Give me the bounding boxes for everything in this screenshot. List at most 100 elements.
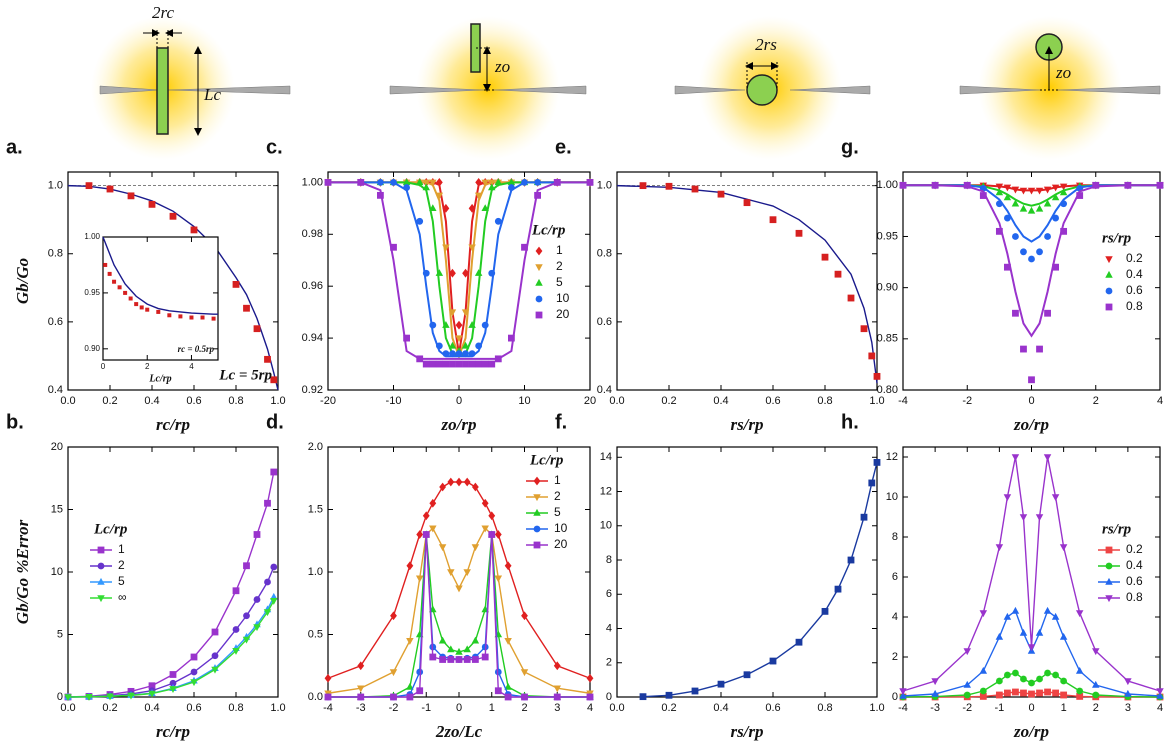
marker	[979, 687, 987, 695]
x-tick-label: 0	[456, 395, 462, 407]
marker	[357, 178, 365, 186]
marker	[139, 305, 144, 310]
marker	[134, 302, 139, 307]
x-tick-label: 0.0	[60, 702, 75, 714]
marker	[455, 585, 463, 593]
marker	[1012, 669, 1019, 677]
x-tick-label: 2	[1093, 395, 1099, 407]
y-tick-label: 0.95	[877, 230, 898, 242]
marker	[429, 653, 437, 661]
marker	[253, 325, 261, 333]
marker	[494, 687, 502, 695]
plot-frame	[67, 446, 279, 698]
marker	[406, 693, 414, 701]
annotation: Lc = 5rp	[218, 367, 272, 383]
series-line	[903, 184, 1160, 338]
marker	[156, 309, 161, 314]
marker	[475, 360, 483, 368]
marker	[448, 341, 457, 349]
legend-marker	[97, 562, 105, 570]
x-tick-label: 0.2	[661, 702, 676, 714]
y-tick-label: 2	[606, 657, 612, 669]
panel-letter: e.	[555, 136, 572, 158]
plot-frame	[616, 446, 878, 698]
x-tick-label: -10	[386, 395, 402, 407]
marker	[190, 668, 198, 676]
marker	[190, 226, 198, 234]
marker	[106, 693, 114, 701]
x-tick-label: 0	[1028, 702, 1034, 714]
marker	[995, 200, 1003, 208]
marker	[899, 688, 907, 696]
marker	[253, 531, 261, 538]
marker	[468, 360, 476, 368]
marker	[422, 360, 430, 368]
marker	[1011, 186, 1020, 194]
x-tick-label: -3	[356, 702, 366, 714]
marker	[847, 556, 855, 564]
marker	[455, 320, 463, 330]
marker	[1044, 688, 1051, 696]
x-tick-label: -4	[898, 395, 908, 407]
marker	[979, 610, 988, 618]
x-tick-label: 0.4	[144, 702, 159, 714]
marker	[422, 183, 430, 191]
marker	[1012, 309, 1019, 317]
marker	[963, 691, 971, 699]
y-tick-label: 0.80	[877, 384, 898, 396]
marker	[435, 360, 443, 368]
marker	[873, 459, 881, 466]
marker	[406, 561, 414, 571]
marker	[639, 182, 647, 190]
marker	[488, 511, 496, 521]
marker	[494, 355, 502, 363]
legend-title: rs/rp	[1102, 230, 1132, 246]
y-tick-label: 10	[600, 520, 612, 532]
marker	[1060, 691, 1068, 699]
y-tick-label: 0.6	[597, 316, 612, 328]
x-tick-label: 0.8	[817, 702, 832, 714]
marker	[1051, 612, 1060, 620]
marker	[553, 685, 561, 693]
marker	[717, 680, 725, 688]
marker	[821, 607, 829, 615]
marker	[1092, 691, 1100, 699]
x-tick-label: 0	[1028, 395, 1034, 407]
x-tick-label: 0.6	[186, 702, 201, 714]
x-tick-label: 0.2	[102, 395, 117, 407]
marker	[263, 609, 272, 617]
marker	[1076, 693, 1084, 700]
marker	[357, 693, 365, 701]
y-tick-label: 5	[57, 628, 63, 640]
x-tick-label: 4	[189, 362, 194, 371]
schematic-3: 2rs	[674, 16, 871, 160]
marker	[1027, 644, 1036, 652]
x-axis-label: rc/rp	[156, 722, 190, 741]
marker	[488, 183, 496, 191]
marker	[169, 679, 177, 687]
legend-label: 2	[118, 558, 125, 572]
marker	[1020, 345, 1027, 353]
marker	[520, 669, 529, 677]
legend-label: 0.4	[1126, 558, 1143, 572]
marker	[447, 645, 455, 653]
y-tick-label: 1.00	[877, 179, 898, 191]
marker	[447, 569, 455, 577]
y-tick-label: 0.4	[597, 384, 612, 396]
marker	[834, 585, 842, 593]
marker	[1092, 181, 1100, 189]
marker	[481, 321, 489, 329]
marker	[416, 355, 424, 363]
marker	[847, 294, 855, 302]
marker	[167, 313, 172, 318]
legend-label: 5	[554, 505, 561, 519]
marker	[1059, 183, 1068, 191]
legend-label: 0.2	[1126, 542, 1143, 556]
marker	[639, 693, 647, 701]
marker	[1043, 606, 1052, 614]
x-tick-label: 1.0	[270, 395, 285, 407]
legend-label: 2	[554, 489, 561, 503]
marker	[1044, 309, 1051, 317]
marker	[462, 350, 469, 358]
marker	[429, 525, 437, 533]
